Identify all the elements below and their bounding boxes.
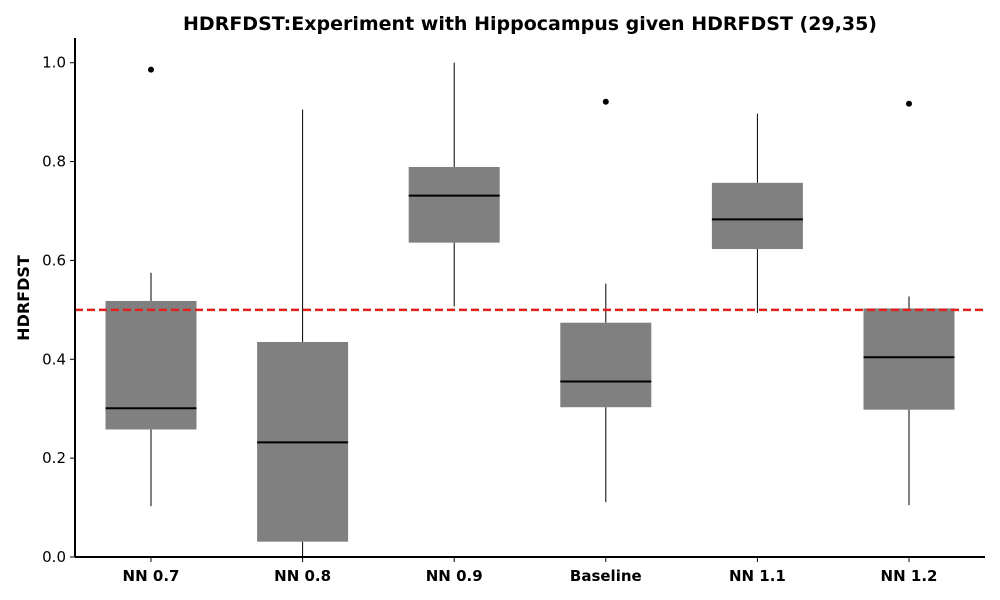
y-tick-label: 0.4 xyxy=(42,350,66,368)
outlier-point xyxy=(148,66,154,73)
y-tick-label: 0.2 xyxy=(42,449,66,467)
x-tick-label: NN 0.9 xyxy=(426,567,483,585)
box-nn-1-1 xyxy=(711,182,803,250)
outlier-point xyxy=(906,100,912,107)
box-nn-0-7 xyxy=(105,300,197,430)
x-tick-label: Baseline xyxy=(570,567,642,585)
x-tick-label: NN 0.8 xyxy=(274,567,331,585)
chart-title: HDRFDST:Experiment with Hippocampus give… xyxy=(183,13,877,35)
y-tick-label: 1.0 xyxy=(42,54,66,72)
x-tick-label: NN 0.7 xyxy=(123,567,180,585)
y-axis-label: HDRFDST xyxy=(14,255,33,341)
outlier-point xyxy=(602,98,609,105)
x-tick-label: NN 1.2 xyxy=(881,567,938,585)
box-nn-0-9 xyxy=(408,167,500,243)
y-tick-label: 0.8 xyxy=(42,153,66,171)
y-tick-label: 0.6 xyxy=(42,251,66,269)
x-tick-label: NN 1.1 xyxy=(729,567,786,585)
box-nn-1-2 xyxy=(863,308,955,410)
y-tick-label: 0.0 xyxy=(42,548,66,566)
box-baseline xyxy=(560,322,652,408)
plot-area: 0.0 0.2 0.4 0.6 0.8 1.0 NN 0.7 NN 0.8 NN 0.9 Base… xyxy=(42,38,985,585)
